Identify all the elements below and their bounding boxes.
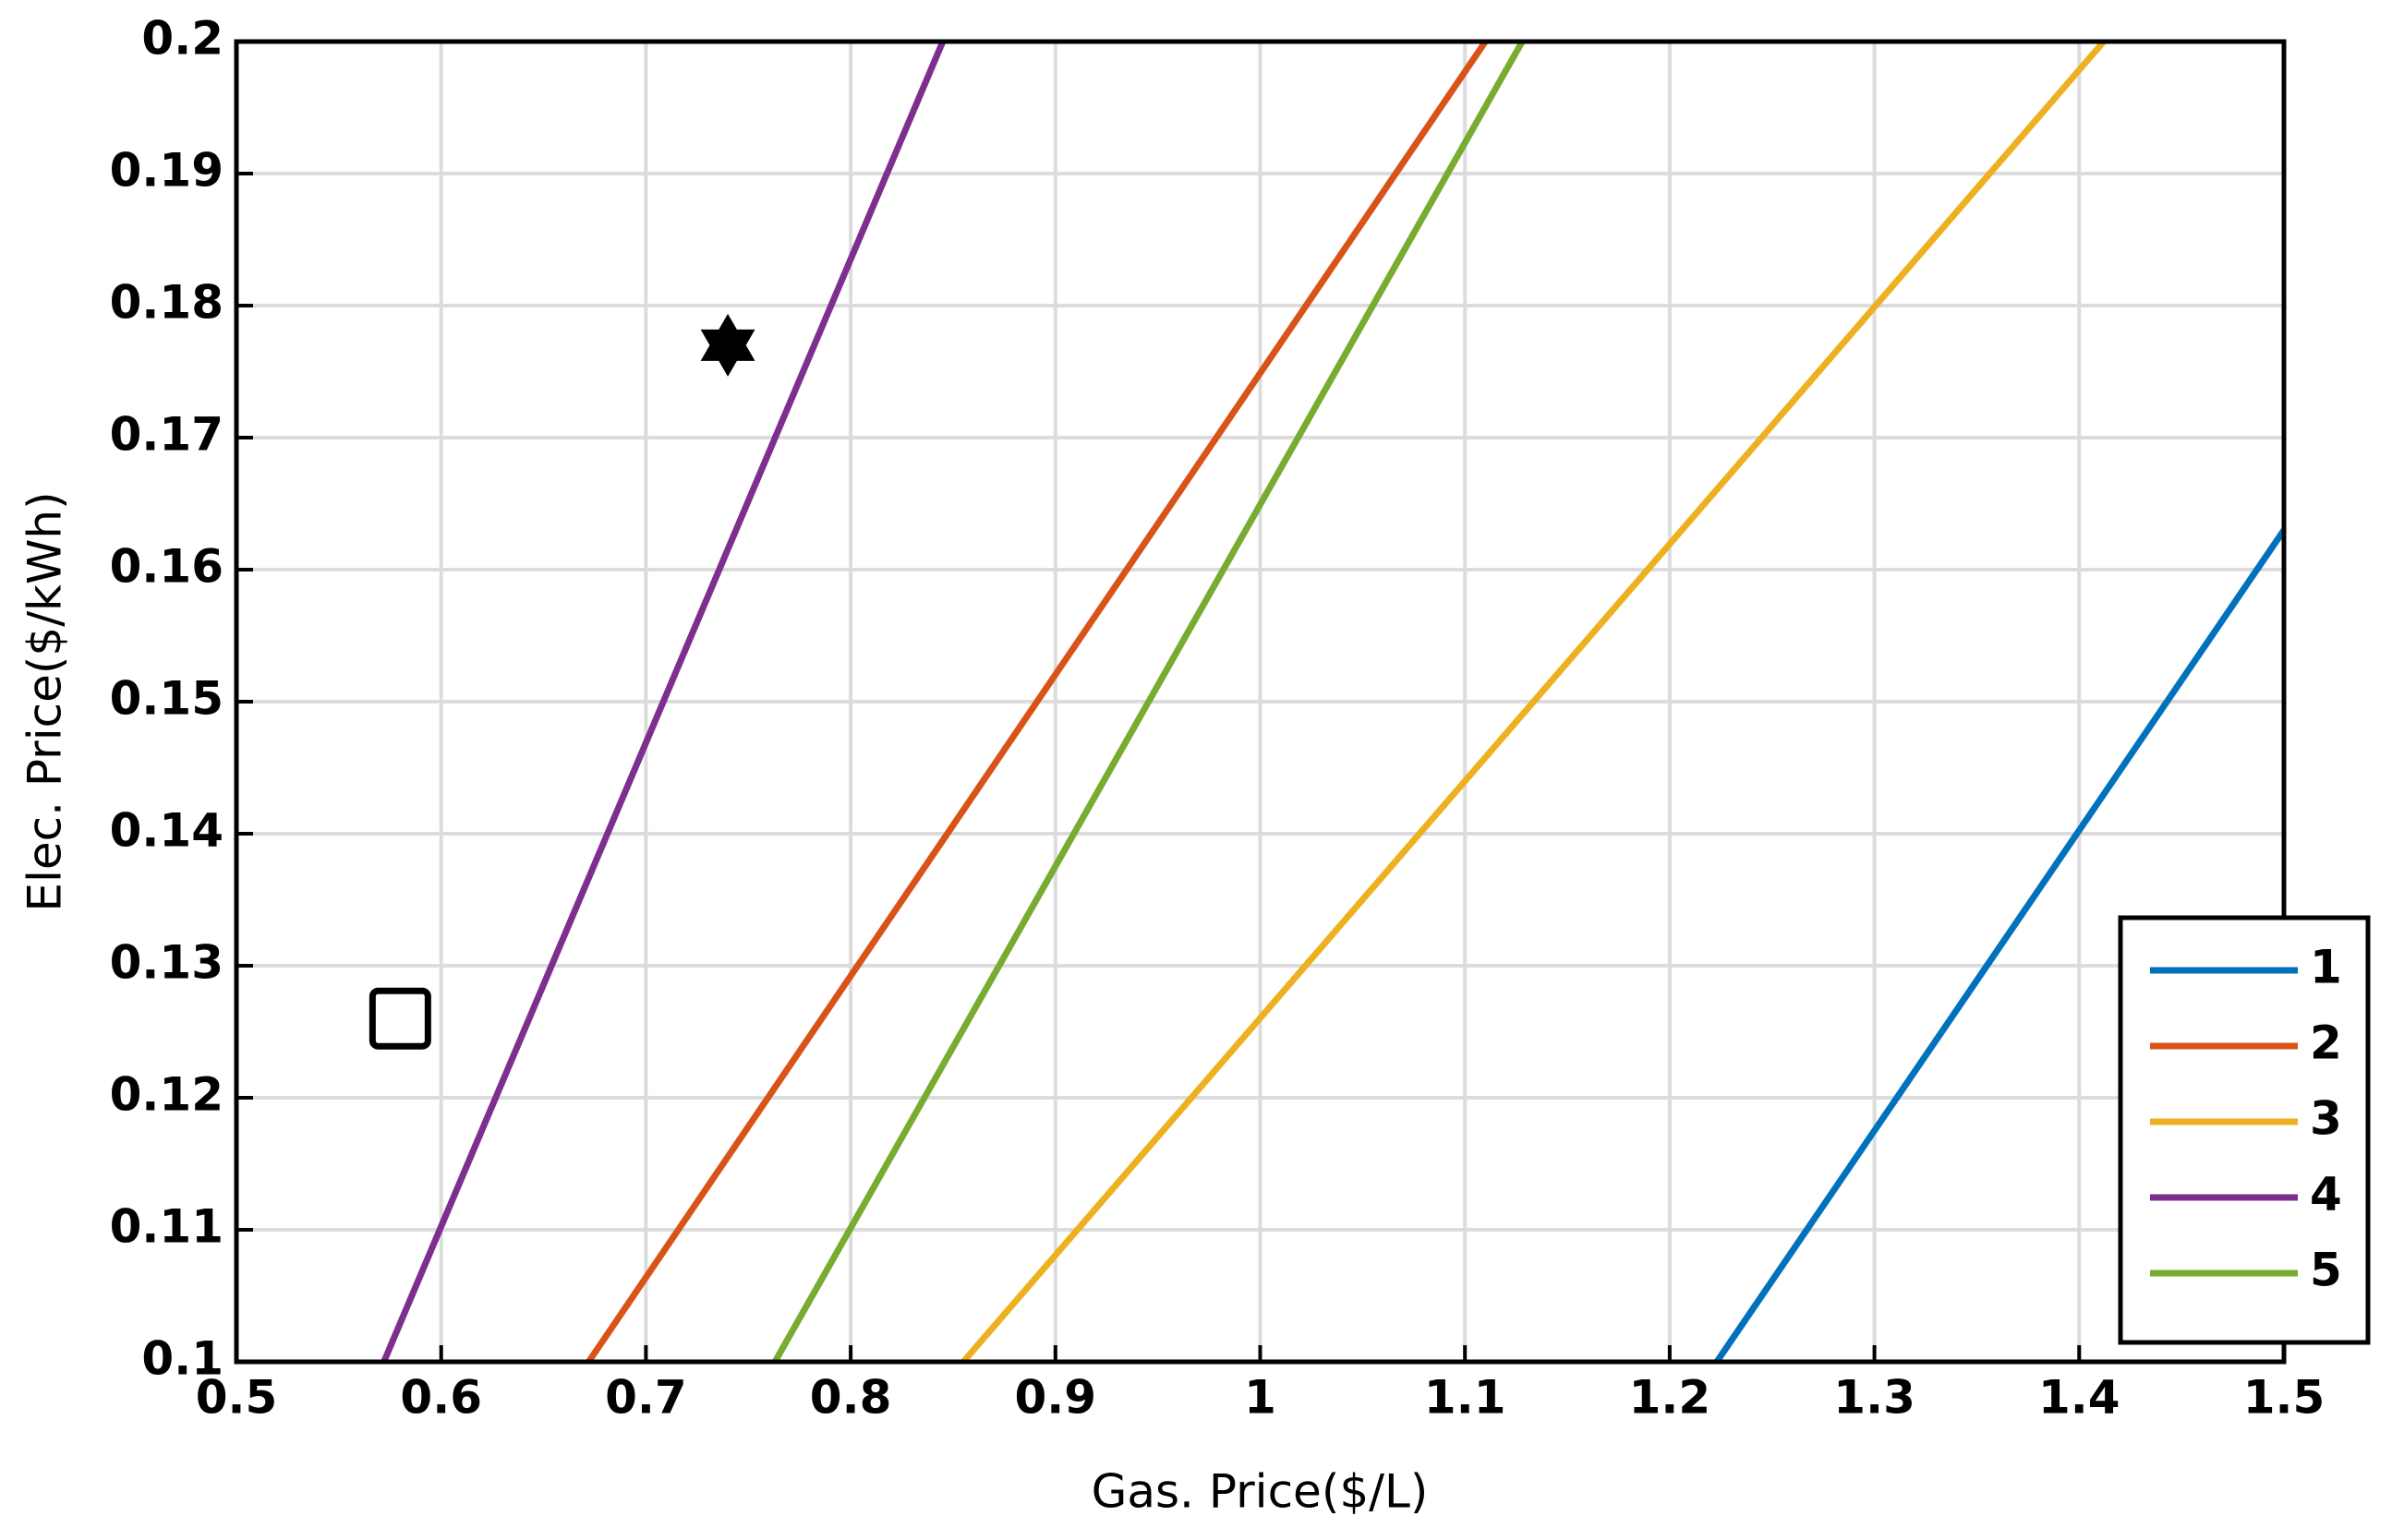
x-tick-label: 1.1: [1424, 1371, 1506, 1425]
legend-label: 3: [2310, 1092, 2342, 1146]
x-tick-label: 0.8: [810, 1371, 892, 1425]
y-tick-label: 0.19: [110, 144, 223, 198]
star-part: [700, 329, 755, 377]
y-tick-label: 0.11: [110, 1200, 223, 1254]
y-tick-label: 0.17: [110, 408, 223, 462]
x-axis-title: Gas. Price($/L): [1092, 1465, 1429, 1519]
y-axis-title: Elec. Price($/kWh): [18, 491, 72, 911]
series-line: [381, 40, 947, 1364]
y-tick-label: 0.16: [110, 540, 223, 594]
x-tick-label: 1: [1244, 1371, 1276, 1425]
legend-label: 5: [2310, 1244, 2342, 1297]
y-tick-label: 0.2: [141, 12, 223, 66]
x-tick-label: 0.7: [605, 1371, 687, 1425]
square-marker: [368, 987, 431, 1050]
x-tick-label: 1.3: [1833, 1371, 1915, 1425]
x-tick-label: 0.9: [1015, 1371, 1097, 1425]
legend-label: 1: [2310, 941, 2342, 994]
legend-label: 2: [2310, 1017, 2342, 1070]
star-marker: [700, 313, 755, 377]
x-tick-label: 1.2: [1629, 1371, 1711, 1425]
plot-frame: [234, 39, 2287, 1365]
y-tick-label: 0.14: [110, 804, 223, 858]
x-tick-label: 1.4: [2038, 1371, 2120, 1425]
series-line: [1713, 528, 2287, 1364]
y-tick-label: 0.15: [110, 672, 223, 726]
y-tick-label: 0.18: [110, 276, 223, 330]
y-tick-label: 0.12: [110, 1068, 223, 1122]
series-line: [586, 40, 1489, 1364]
y-tick-label: 0.13: [110, 936, 223, 990]
x-tick-label: 0.6: [400, 1371, 482, 1425]
series-line: [772, 40, 1526, 1364]
x-tick-label: 1.5: [2243, 1371, 2326, 1425]
x-tick-label: 0.5: [196, 1371, 278, 1425]
legend-label: 4: [2310, 1168, 2342, 1221]
y-tick-label: 0.1: [141, 1332, 223, 1386]
series-line: [960, 39, 2107, 1365]
